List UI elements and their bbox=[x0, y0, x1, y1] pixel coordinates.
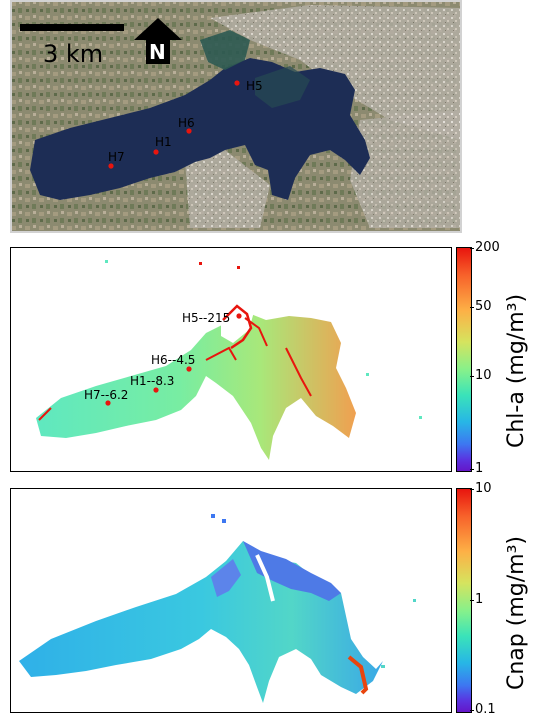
cnap-tick-1: 1 bbox=[475, 592, 484, 607]
chl-annotation-h1: H1--8.3 bbox=[130, 374, 174, 388]
cnap-speck bbox=[222, 519, 226, 523]
chl-a-tick-mark bbox=[470, 307, 474, 308]
chl-a-speck bbox=[199, 262, 202, 265]
site-label-h7: H7 bbox=[108, 150, 125, 164]
chl-a-bloom-edge-3 bbox=[205, 346, 237, 361]
scale-bar-label: 3 km bbox=[43, 40, 103, 68]
chl-a-bloom-edge-2 bbox=[244, 317, 268, 347]
cnap-speck bbox=[381, 665, 385, 668]
site-label-h1: H1 bbox=[155, 135, 172, 149]
cnap-tick-mark bbox=[470, 600, 474, 601]
site-marker-h6 bbox=[186, 128, 192, 134]
chl-a-tick-10: 10 bbox=[475, 368, 492, 383]
chl-a-tick-mark bbox=[470, 248, 474, 249]
cnap-colorbar-label: Cnap (mg/m³) bbox=[504, 536, 529, 690]
cnap-speck bbox=[413, 599, 416, 602]
chl-site-marker-h6 bbox=[186, 366, 192, 372]
chl-a-tick-mark bbox=[470, 469, 474, 470]
site-label-h5: H5 bbox=[246, 79, 263, 93]
cnap-lake-coverage bbox=[19, 541, 383, 703]
chl-a-bloom-edge-4 bbox=[285, 347, 312, 397]
site-marker-h7 bbox=[108, 163, 114, 169]
chl-a-tick-1: 1 bbox=[475, 461, 484, 476]
chl-site-marker-h5 bbox=[236, 313, 242, 319]
cnap-tick-mark bbox=[470, 489, 474, 490]
bloom-area-2 bbox=[255, 66, 310, 108]
cnap-masked-channel bbox=[255, 554, 275, 602]
satellite-image-panel: 3 km N H5 H6 H1 H7 bbox=[10, 0, 462, 233]
chl-a-speck bbox=[237, 266, 240, 269]
bloom-area bbox=[200, 30, 250, 70]
chl-annotation-h7: H7--6.2 bbox=[84, 388, 128, 402]
scale-bar bbox=[20, 24, 124, 31]
chl-a-colorbar bbox=[456, 247, 472, 472]
chl-annotation-h6: H6--4.5 bbox=[151, 353, 195, 367]
cnap-low-area-2 bbox=[211, 559, 241, 597]
cnap-low-area bbox=[243, 541, 341, 601]
site-label-h6: H6 bbox=[178, 116, 195, 130]
chl-a-speck bbox=[366, 373, 369, 376]
north-arrow-icon bbox=[134, 18, 182, 64]
cnap-tick-10: 10 bbox=[475, 481, 492, 496]
chl-a-tick-mark bbox=[470, 376, 474, 377]
chl-a-lake-coverage bbox=[36, 310, 356, 460]
chl-a-map-panel: H5--215 H6--4.5 H1--8.3 H7--6.2 bbox=[10, 247, 452, 472]
cnap-high-area bbox=[347, 655, 369, 695]
chl-a-tick-200: 200 bbox=[475, 240, 500, 255]
urban-area-southwest bbox=[185, 150, 270, 228]
north-arrow-label: N bbox=[149, 40, 166, 64]
urban-area-south bbox=[350, 110, 460, 228]
cnap-speck bbox=[211, 514, 215, 518]
chl-a-colorbar-label: Chl-a (mg/m³) bbox=[504, 293, 529, 448]
chl-a-speck bbox=[105, 260, 108, 263]
site-marker-h1 bbox=[153, 149, 159, 155]
chl-a-masked-area bbox=[221, 300, 255, 343]
cnap-map-panel bbox=[10, 488, 452, 713]
cnap-tick-0.1: 0.1 bbox=[475, 702, 496, 717]
chl-a-shore-edge bbox=[38, 407, 52, 421]
chl-a-speck bbox=[419, 416, 422, 419]
site-marker-h5 bbox=[234, 80, 240, 86]
chl-site-marker-h7 bbox=[105, 400, 111, 406]
cnap-tick-mark bbox=[470, 710, 474, 711]
chl-annotation-h5: H5--215 bbox=[182, 311, 230, 325]
chl-a-tick-50: 50 bbox=[475, 299, 492, 314]
chl-site-marker-h1 bbox=[153, 387, 159, 393]
